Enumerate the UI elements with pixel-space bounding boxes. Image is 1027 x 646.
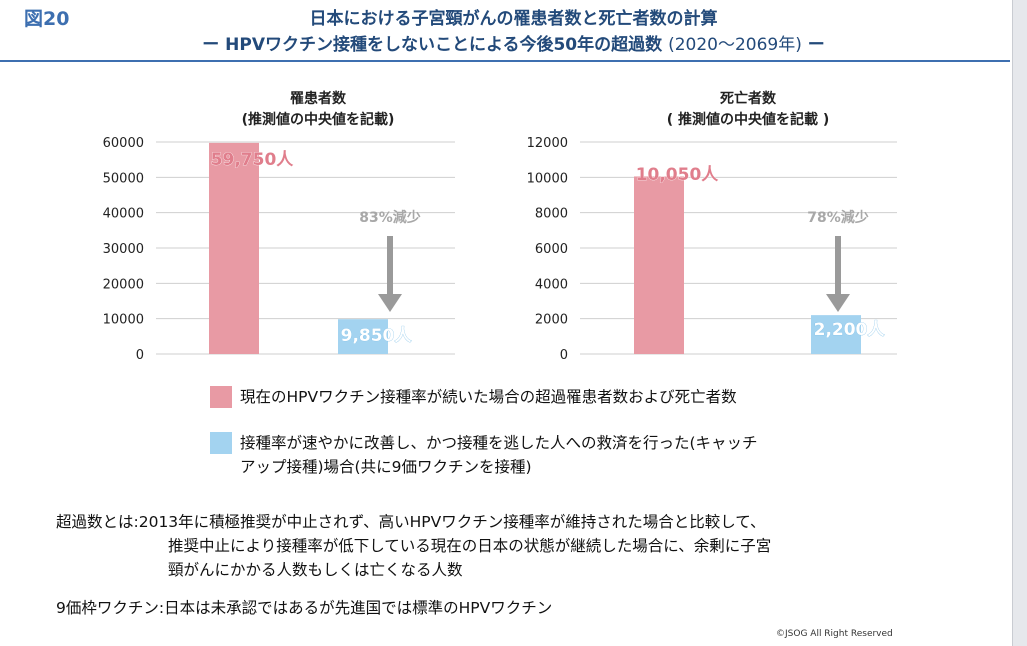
figure-label: 図20 [24,8,70,30]
mortality-tick-label: 8000 [535,207,568,222]
mortality-tick-label: 10000 [527,171,568,186]
excess-note-line-3: 頸がんにかかる人数もしくは亡くなる人数 [168,561,463,579]
mortality-bar-catchup [811,315,861,354]
title-line-2: ー HPVワクチン接種をしないことによる今後50年の超過数 (2020〜2069… [0,30,1027,55]
incidence-tick-label: 30000 [103,242,144,257]
legend-swatch-catchup [210,432,232,454]
header-rule [0,60,1010,62]
mortality-bar-current [634,176,684,354]
mortality-tick-label: 12000 [527,136,568,151]
incidence-chart-title-1: 罹患者数 [290,90,347,107]
mortality-arrow-head [826,294,850,312]
nonavalent-note: 9価枠ワクチン:日本は未承認ではあるが先進国では標準のHPVワクチン [56,599,553,617]
mortality-tick-label: 4000 [535,277,568,292]
mortality-tick-label: 6000 [535,242,568,257]
incidence-tick-label: 40000 [103,207,144,222]
title-line-2-main: ー HPVワクチン接種をしないことによる今後50年の超過数 [202,35,663,55]
window-edge [1012,0,1027,646]
mortality-chart-title-2: ( 推測値の中央値を記載 ) [667,111,830,128]
incidence-tick-label: 20000 [103,277,144,292]
incidence-chart-title-2: (推測値の中央値を記載) [242,111,395,128]
mortality-tick-label: 0 [560,348,568,363]
legend-catchup-text-2: アップ接種)場合(共に9価ワクチンを接種) [240,458,532,476]
incidence-value-label-current: 59,750人 [211,150,295,170]
legend-catchup-text-1: 接種率が速やかに改善し、かつ接種を逃した人への救済を行った(キャッチ [240,434,758,452]
incidence-tick-label: 60000 [103,136,144,151]
incidence-bar-catchup [338,319,388,354]
title-line-2-end: ー [807,35,825,55]
incidence-tick-label: 0 [136,348,144,363]
mortality-reduction-label: 78%減少 [807,209,869,226]
mortality-value-label-current: 10,050人 [636,165,720,185]
title-line-1: 日本における子宮頸がんの罹患者数と死亡者数の計算 [309,9,718,29]
incidence-arrow-head [378,294,402,312]
excess-note-line-2: 推奨中止により接種率が低下している現在の日本の状態が継続した場合に、余剰に子宮 [168,537,772,555]
legend-current-text: 現在のHPVワクチン接種率が続いた場合の超過罹患者数および死亡者数 [240,388,737,406]
mortality-tick-label: 2000 [535,313,568,328]
incidence-tick-label: 50000 [103,171,144,186]
incidence-reduction-label: 83%減少 [359,209,421,226]
mortality-value-label-catchup: 2,200人 [814,320,886,340]
excess-note-line-1: 超過数とは:2013年に積極推奨が中止されず、高いHPVワクチン接種率が維持され… [56,513,766,531]
incidence-bar-current [209,142,259,354]
incidence-value-label-catchup: 9,850人 [341,326,413,346]
title-line-2-years: (2020〜2069年) [668,35,802,55]
copyright: ©JSOG All Right Reserved [776,629,893,639]
mortality-chart-title-1: 死亡者数 [719,90,777,107]
legend-swatch-current [210,386,232,408]
incidence-tick-label: 10000 [103,313,144,328]
